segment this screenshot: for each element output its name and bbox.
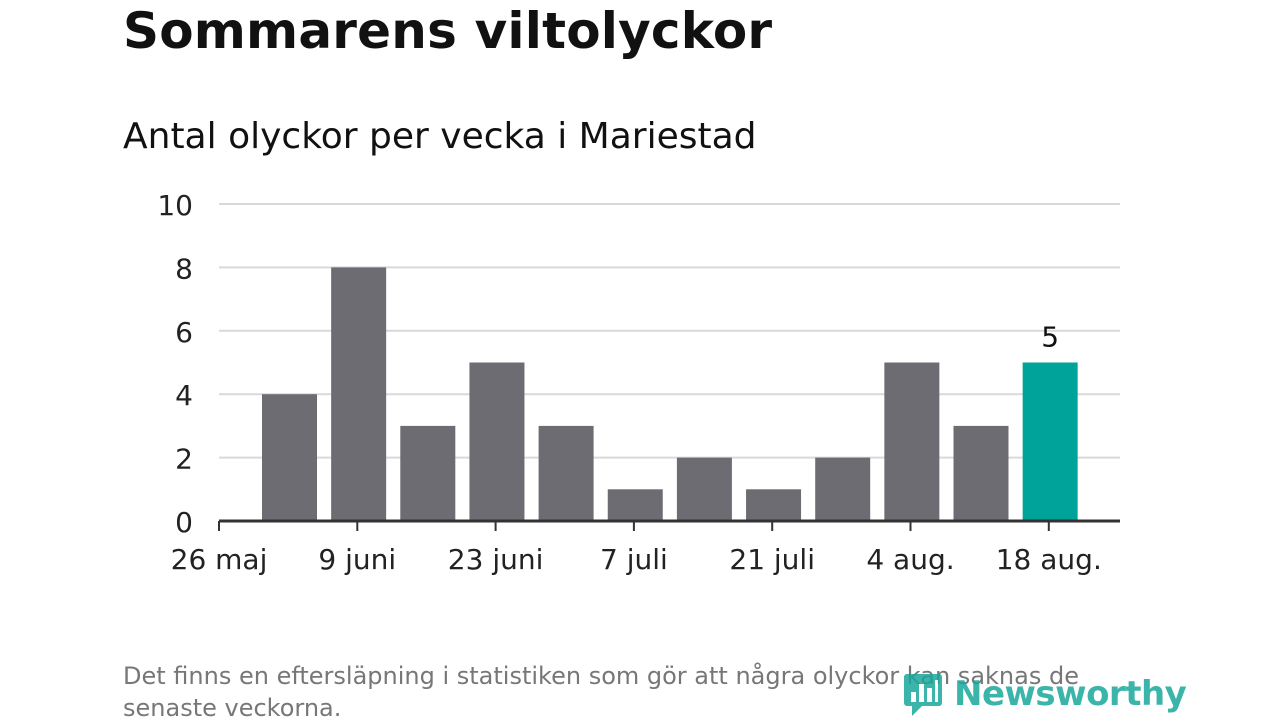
y-tick-label: 2 — [175, 443, 193, 476]
x-tick-label: 7 juli — [600, 543, 668, 576]
x-tick-label: 26 maj — [171, 543, 268, 576]
bar — [469, 362, 525, 521]
x-tick-label: 4 aug. — [866, 543, 954, 576]
y-axis-ticks: 0 2 4 6 8 10 — [157, 189, 193, 539]
bar-chart-bubble-icon — [904, 674, 942, 716]
bar — [538, 425, 594, 521]
x-tick-label: 9 juni — [318, 543, 396, 576]
bar — [884, 362, 940, 521]
x-axis-ticks: 26 maj 9 juni 23 juni 7 juli 21 juli 4 aug. 18… — [171, 521, 1102, 576]
bar — [400, 425, 456, 521]
chart-subtitle: Antal olyckor per vecka i Mariestad — [123, 116, 757, 157]
bar — [815, 457, 871, 521]
bar-chart: 0 2 4 6 8 10 26 maj 9 juni 23 juni 7 juli 21 juli… — [157, 189, 1120, 576]
y-tick-label: 10 — [157, 189, 193, 222]
bar — [607, 489, 663, 521]
newsworthy-logo: Newsworthy — [902, 670, 1187, 718]
bar — [953, 425, 1009, 521]
bar — [262, 394, 317, 521]
bars — [262, 267, 1078, 521]
x-tick-label: 23 juni — [448, 543, 544, 576]
y-tick-label: 4 — [175, 379, 193, 412]
y-tick-label: 8 — [175, 252, 193, 285]
y-tick-label: 0 — [175, 506, 193, 539]
y-tick-label: 6 — [175, 316, 193, 349]
data-label: 5 — [1041, 321, 1059, 354]
bar — [676, 457, 732, 521]
bar-highlight — [1022, 362, 1078, 521]
bar — [746, 489, 802, 521]
x-tick-label: 21 juli — [729, 543, 815, 576]
bar — [331, 267, 387, 521]
logo-text: Newsworthy — [954, 674, 1187, 714]
data-labels: 5 — [1041, 321, 1059, 354]
x-tick-label: 18 aug. — [996, 543, 1102, 576]
chart-title: Sommarens viltolyckor — [123, 2, 773, 60]
